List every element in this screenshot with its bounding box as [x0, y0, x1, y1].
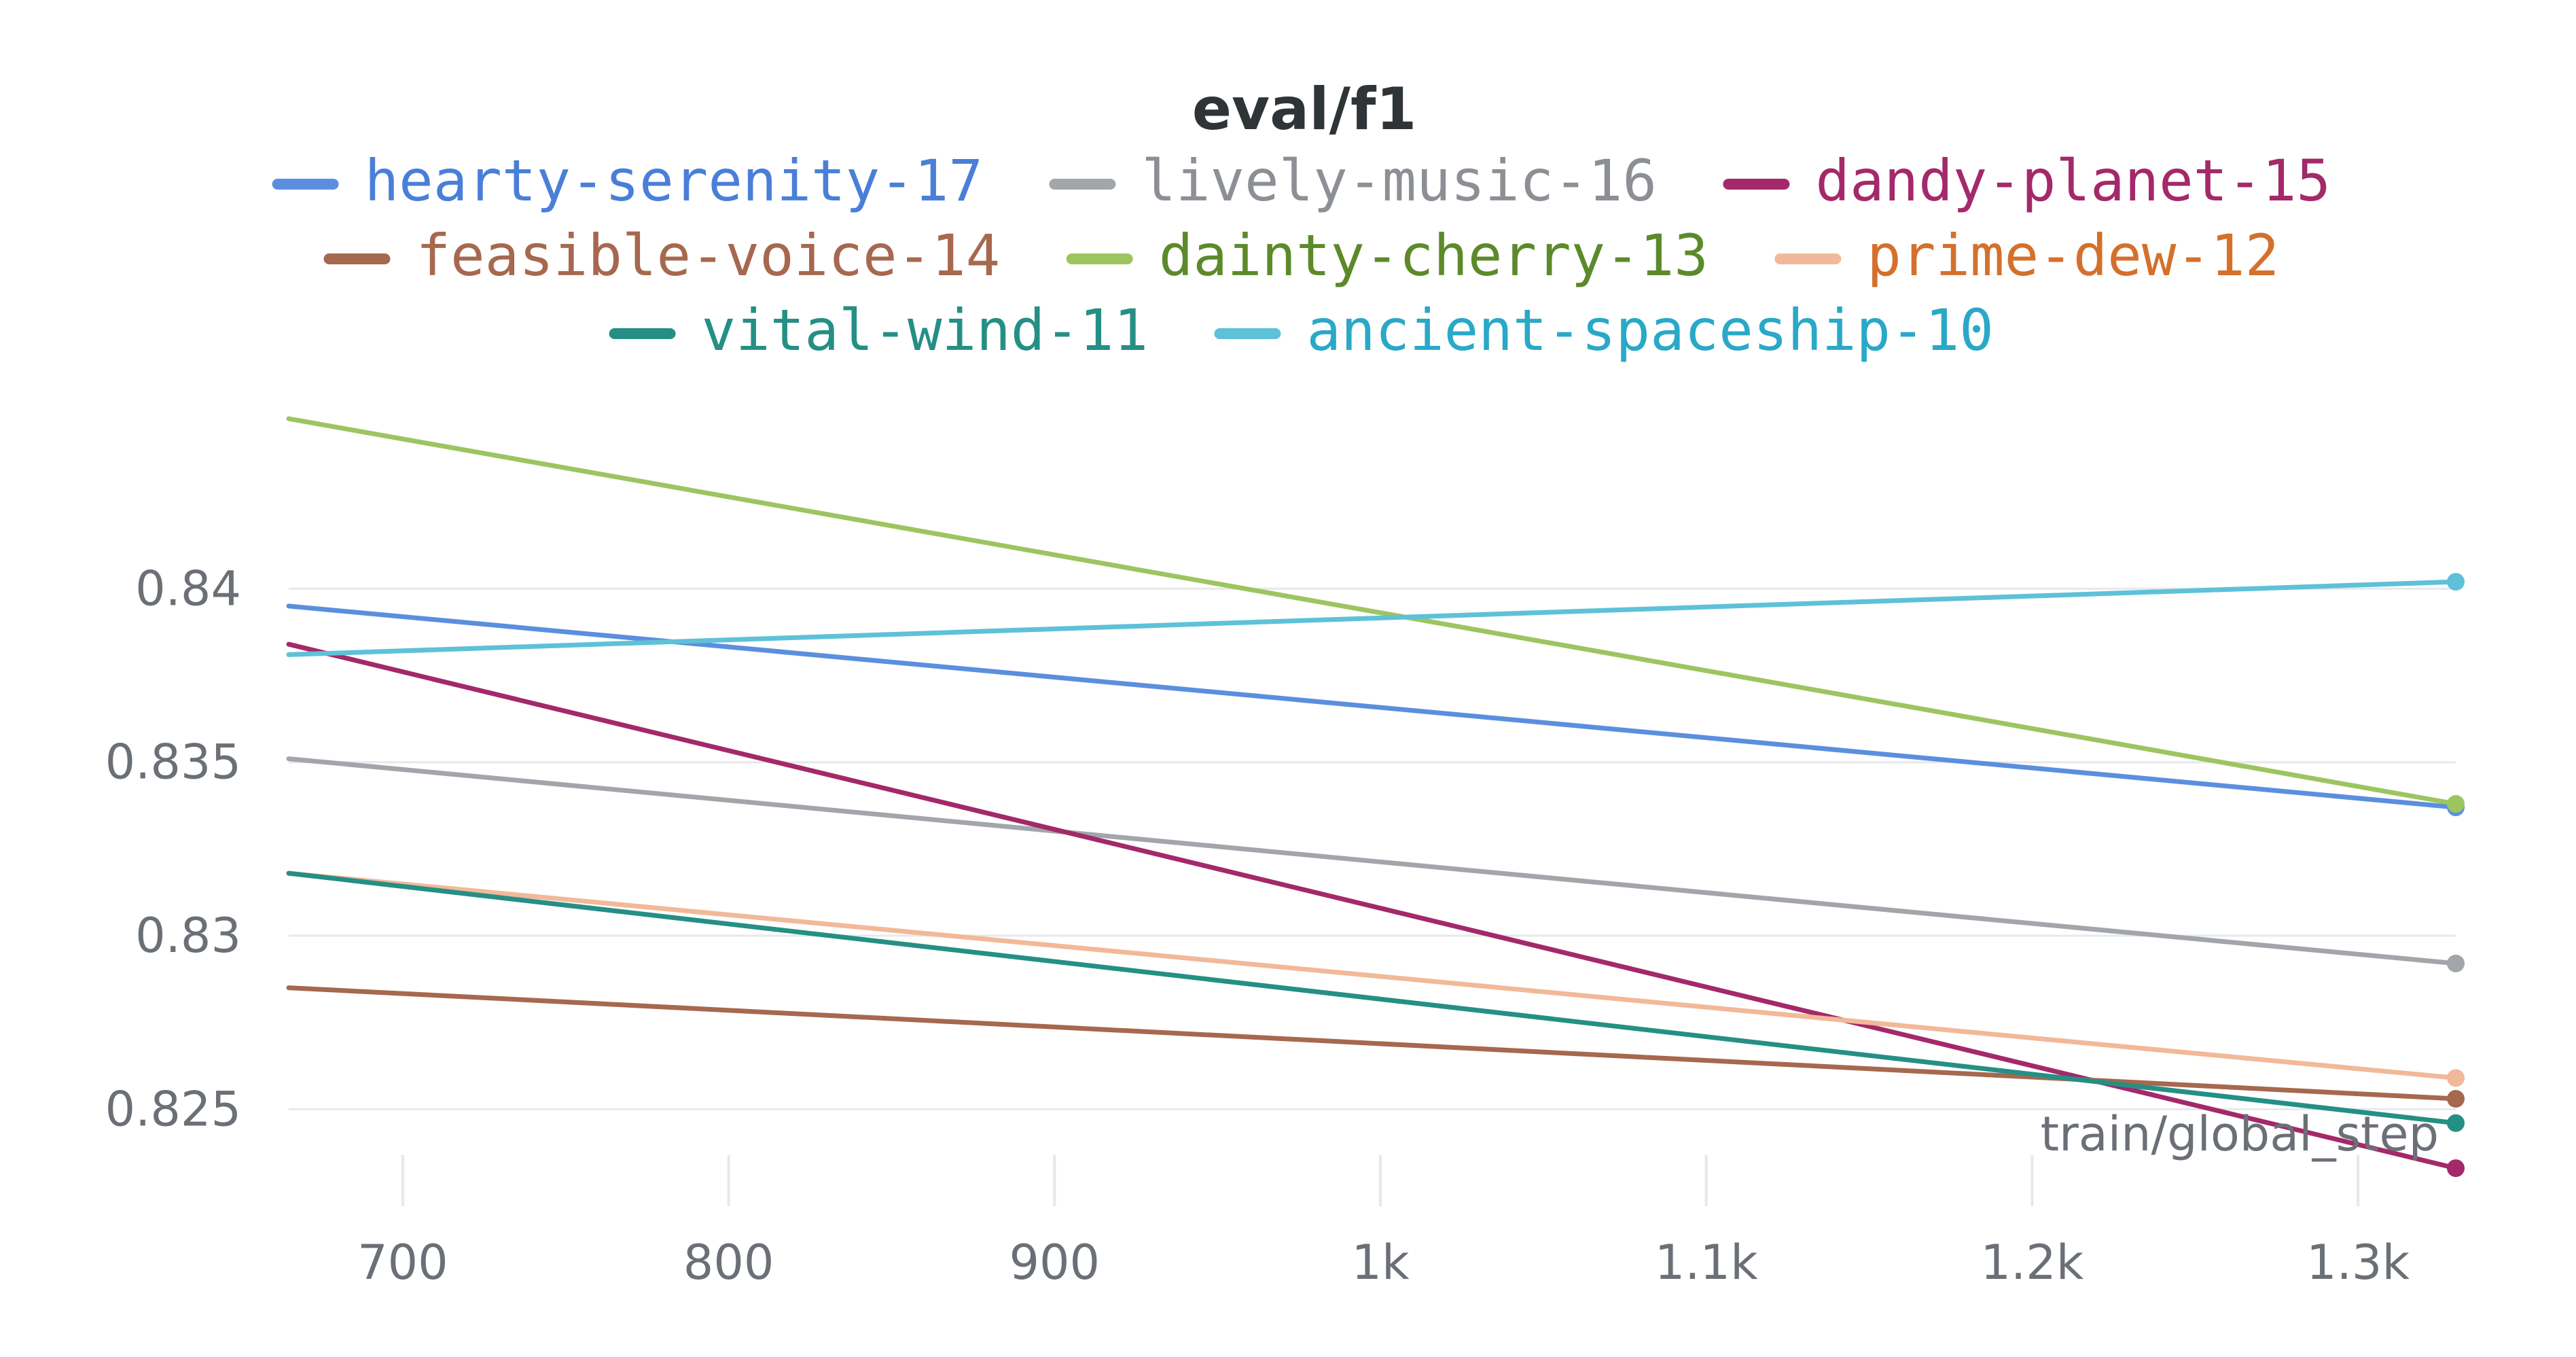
y-tick-label: 0.835 [105, 735, 241, 790]
x-tick-label: 1.3k [2306, 1235, 2410, 1290]
chart-title: eval/f1 [1192, 75, 1417, 143]
legend-item: prime-dew-12 [1774, 222, 2279, 289]
legend-item: ancient-spaceship-10 [1214, 297, 1994, 364]
legend-label: vital-wind-11 [702, 297, 1148, 364]
legend-item: feasible-voice-14 [323, 222, 1001, 289]
x-tick-label: 1k [1351, 1235, 1410, 1290]
series-line [286, 870, 2458, 1080]
legend-item: dandy-planet-15 [1723, 147, 2331, 214]
legend-label: lively-music-16 [1141, 147, 1657, 214]
y-tick-label: 0.84 [135, 561, 241, 616]
series-line [286, 416, 2458, 807]
legend-label: dandy-planet-15 [1815, 147, 2331, 214]
x-axis: 700 800 900 1k 1.1k 1.2k 1.3k [357, 1155, 2410, 1290]
legend-item: dainty-cherry-13 [1066, 222, 1709, 289]
series-end-point [2447, 573, 2465, 591]
series-end-point [2447, 1159, 2465, 1178]
legend-item: lively-music-16 [1049, 147, 1657, 214]
series-end-points [2447, 573, 2465, 1178]
series-end-point [2447, 954, 2465, 972]
y-axis: 0.825 0.83 0.835 0.84 [105, 561, 241, 1137]
legend-item: vital-wind-11 [609, 297, 1148, 364]
grid-lines [289, 587, 2456, 1110]
x-tick-label: 1.1k [1655, 1235, 1758, 1290]
x-tick-label: 800 [683, 1235, 774, 1290]
y-tick-label: 0.83 [135, 908, 241, 964]
x-tick-label: 700 [357, 1235, 448, 1290]
series-end-point [2447, 1069, 2465, 1087]
legend-item: hearty-serenity-17 [272, 147, 983, 214]
legend-label: ancient-spaceship-10 [1306, 297, 1993, 364]
series-line [286, 579, 2458, 657]
x-tick-label: 900 [1009, 1235, 1100, 1290]
legend-label: hearty-serenity-17 [365, 147, 983, 214]
series-end-point [2447, 794, 2465, 813]
series-line [286, 985, 2458, 1102]
series-line [286, 870, 2458, 1126]
x-tick-label: 1.2k [1980, 1235, 2083, 1290]
legend: hearty-serenity-17 lively-music-16 dandy-p… [272, 147, 2331, 364]
x-axis-label: train/global_step [2041, 1106, 2439, 1162]
legend-label: feasible-voice-14 [416, 222, 1001, 289]
y-tick-label: 0.825 [105, 1081, 241, 1137]
series-line [286, 603, 2458, 810]
legend-label: dainty-cherry-13 [1159, 222, 1709, 289]
series-end-point [2447, 1090, 2465, 1108]
series-lines [286, 416, 2458, 1171]
legend-label: prime-dew-12 [1867, 222, 2279, 289]
series-end-point [2447, 1114, 2465, 1132]
series-line [286, 756, 2458, 966]
